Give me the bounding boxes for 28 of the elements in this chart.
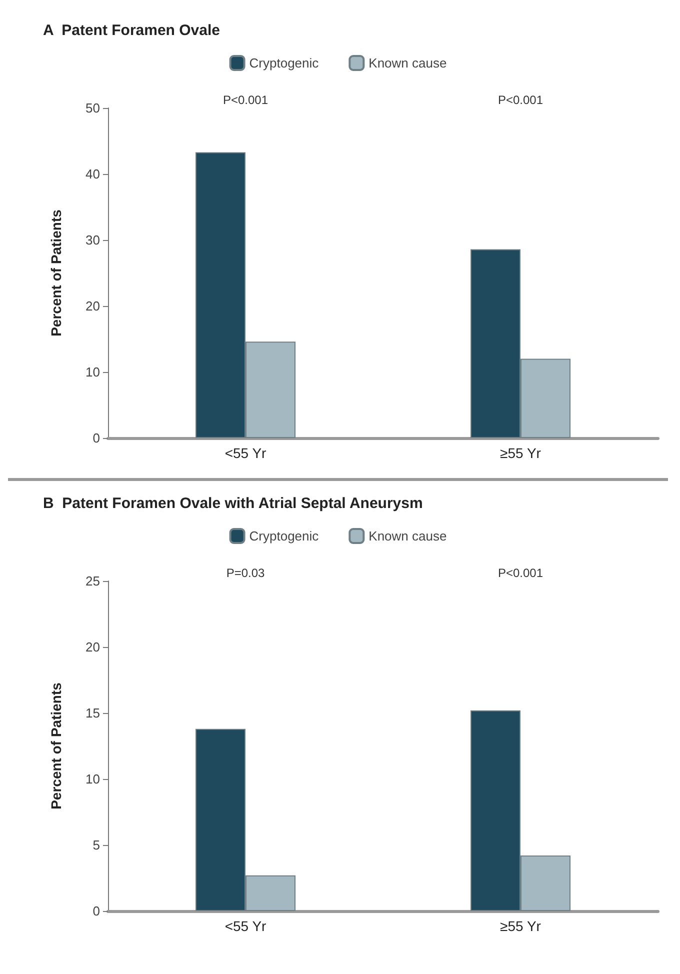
x-tick-label: <55 Yr — [224, 918, 267, 934]
y-tick-label: 40 — [86, 166, 100, 182]
legend-label: Known cause — [368, 528, 447, 544]
y-tick-label: 20 — [86, 640, 100, 654]
y-tick-label: 20 — [86, 298, 100, 314]
legend-label: Known cause — [368, 56, 447, 70]
y-tick-label: 0 — [92, 430, 100, 446]
x-tick-label: ≥55 Yr — [500, 918, 542, 934]
y-tick-label: 10 — [86, 772, 100, 786]
chart-title: B Patent Foramen Ovale with Atrial Septal Aneurysm — [43, 495, 423, 512]
x-tick-label: ≥55 Yr — [500, 445, 542, 461]
y-tick-label: 15 — [86, 706, 100, 720]
chart-title: A Patent Foramen Ovale — [43, 22, 220, 39]
text: P<0.001 — [498, 566, 544, 580]
y-tick-label: 50 — [86, 100, 100, 116]
legend-label: Cryptogenic — [249, 528, 320, 544]
y-tick-label: 0 — [92, 904, 100, 918]
text: P<0.001 — [498, 93, 544, 107]
y-axis-title: Percent of Patients — [48, 682, 64, 810]
y-tick-label: 5 — [92, 838, 100, 852]
text: P=0.03 — [226, 566, 266, 580]
x-tick-label: <55 Yr — [224, 445, 267, 461]
y-tick-label: 25 — [86, 574, 100, 588]
y-tick-label: 10 — [86, 364, 100, 380]
y-tick-label: 30 — [86, 232, 100, 248]
text: P<0.001 — [222, 93, 268, 107]
legend-label: Cryptogenic — [249, 56, 320, 70]
y-axis-title: Percent of Patients — [48, 209, 64, 336]
